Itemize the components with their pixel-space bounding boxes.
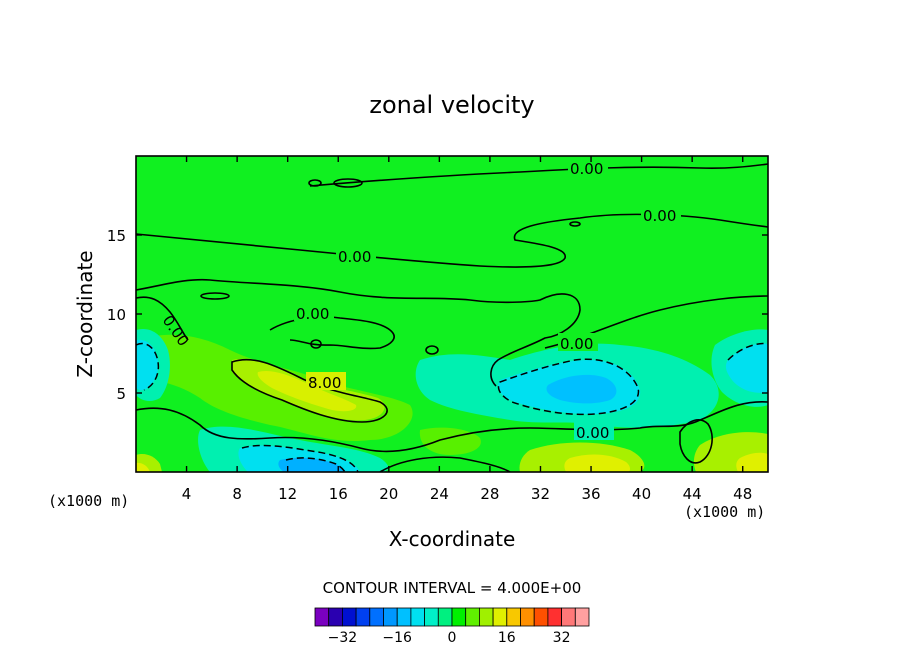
colorbar-swatch [437, 607, 453, 627]
contour-line-small-loop-3 [200, 292, 230, 300]
fill-region-pos-9 [136, 462, 150, 472]
y-tick-label: 5 [116, 385, 126, 403]
contour-line-small-loop-5 [310, 339, 322, 349]
colorbar-swatch [355, 607, 371, 627]
colorbar-swatch [533, 607, 549, 627]
contour-label: 0.00 [338, 248, 371, 266]
fill-region-neg-10 [725, 343, 768, 393]
contour-label: 0.00 [576, 424, 609, 442]
colorbar-swatch [451, 607, 467, 627]
colorbar-swatch [492, 607, 508, 627]
fill-region-pos-7 [736, 452, 768, 472]
contour-line-neg-four-3 [727, 342, 769, 361]
colorbar-swatch [369, 607, 384, 627]
y-axis: 5 10 15 [107, 227, 768, 403]
x-tick-label: 40 [632, 485, 651, 503]
x-axis: 4 8 12 16 20 24 28 32 36 40 44 48 [182, 156, 752, 503]
contour-line-neg-four-1 [497, 358, 640, 416]
colorbar-tick-label: 0 [448, 630, 457, 646]
fill-region-pos-5 [564, 454, 630, 472]
x-unit-label-right: (x1000 m) [684, 503, 765, 521]
colorbar-swatch [520, 607, 535, 627]
x-tick-label: 12 [278, 485, 297, 503]
y-tick-label: 10 [107, 306, 126, 324]
colorbar-tick-label: −16 [382, 630, 412, 646]
x-tick-label: 8 [232, 485, 242, 503]
colorbar-swatch [383, 607, 398, 627]
colorbar-tick-label: 32 [553, 630, 571, 646]
x-tick-label: 32 [531, 485, 550, 503]
contour-line-small-loop-4 [569, 221, 581, 227]
x-tick-label: 20 [379, 485, 398, 503]
x-tick-label: 4 [182, 485, 192, 503]
colorbar-swatch [341, 607, 357, 627]
contour-label: 8.00 [308, 374, 341, 392]
x-unit-label-left: (x1000 m) [48, 492, 129, 510]
contour-labels: 0.00 0.00 0.00 0.00 0.00 0.00 0.00 8.00 [159, 158, 681, 442]
colorbar-swatch [574, 607, 590, 627]
x-tick-label: 44 [683, 485, 702, 503]
colorbar-swatch [561, 607, 576, 627]
colorbar-swatch [424, 607, 439, 627]
contour-line-zero-loop-right [679, 419, 713, 464]
fill-region-neg-3 [278, 457, 346, 472]
y-axis-label: Z-coordinate [73, 250, 97, 377]
colorbar-swatch [410, 607, 425, 627]
contour-line-small-loop-1 [308, 179, 322, 187]
x-tick-label: 36 [581, 485, 600, 503]
x-tick-label: 28 [480, 485, 499, 503]
x-tick-label: 48 [733, 485, 752, 503]
colorbar-swatch [328, 607, 343, 627]
contour-line-zero-lower [135, 401, 769, 453]
x-tick-label: 16 [329, 485, 348, 503]
contour-label: 0.00 [643, 207, 676, 225]
contour-line-neg-eight [285, 457, 346, 473]
y-tick-label: 15 [107, 227, 126, 245]
colorbar-swatch [478, 607, 494, 627]
contour-label: 0.00 [296, 305, 329, 323]
contour-line-neg-four-4 [135, 342, 160, 391]
chart-title: zonal velocity [369, 91, 534, 119]
contour-line-zero-bottom [379, 456, 511, 473]
x-axis-label: X-coordinate [389, 527, 516, 551]
colorbar-swatch [314, 607, 330, 627]
colorbar-tick-label: −32 [328, 630, 358, 646]
contour-line-zero-mid [135, 278, 581, 387]
contour-line-small-loop-2 [333, 178, 363, 188]
colorbar-swatch [465, 607, 480, 627]
contour-line-small-loop-6 [425, 345, 439, 355]
contour-line-eight [231, 358, 388, 423]
colorbar-swatch [547, 607, 563, 627]
contour-line-zero-left-wave [135, 296, 189, 341]
colorbar-swatch [506, 607, 521, 627]
colorbar-swatch [396, 607, 412, 627]
x-tick-label: 24 [430, 485, 449, 503]
fill-region-neg-6 [546, 374, 617, 404]
contour-label: 0.00 [570, 160, 603, 178]
fill-region-neg-8 [136, 339, 159, 391]
contour-label: 0.00 [560, 335, 593, 353]
colorbar-tick-label: 16 [498, 630, 516, 646]
contour-lines-dashed [135, 342, 769, 473]
colorbar: −32 −16 0 16 32 [314, 607, 590, 646]
contour-interval-text: CONTOUR INTERVAL = 4.000E+00 [323, 579, 582, 597]
plot-area [136, 156, 768, 472]
contour-line-neg-four-2 [241, 444, 359, 473]
fill-region-pos-3 [257, 370, 357, 412]
